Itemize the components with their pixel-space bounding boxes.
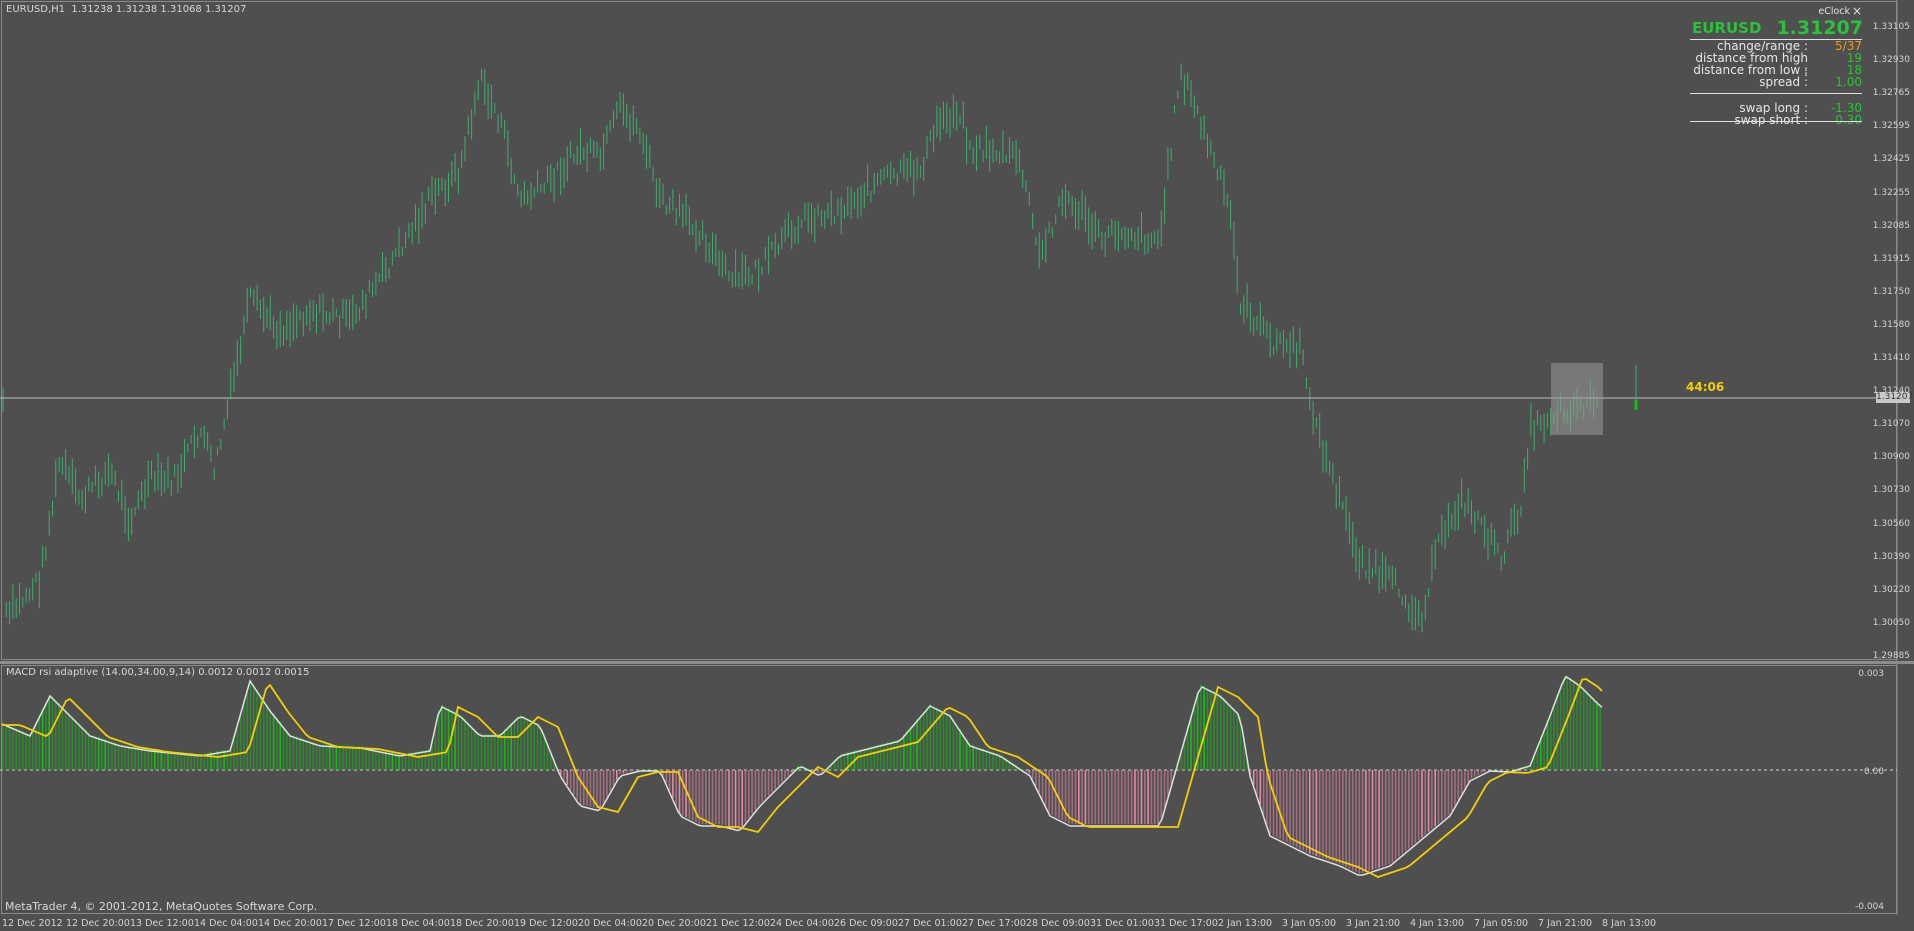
eclock-row-label: distance from low : xyxy=(1693,63,1808,77)
chart-title: EURUSD,H1 1.31238 1.31238 1.31068 1.3120… xyxy=(6,4,247,15)
time-axis-label: 24 Dec 04:00 xyxy=(770,918,834,929)
time-axis-label: 4 Jan 13:00 xyxy=(1410,918,1465,929)
highlight-box xyxy=(1551,363,1603,435)
eclock-row-label: spread : xyxy=(1759,75,1808,89)
price-axis-label: 1.31580 xyxy=(1872,319,1910,330)
price-axis-label: 1.31410 xyxy=(1872,353,1910,363)
time-axis-label: 12 Dec 2012 xyxy=(2,918,63,929)
eclock-row-value: 0.30 xyxy=(1835,113,1862,127)
time-axis-label: 19 Dec 12:00 xyxy=(514,918,578,929)
price-axis-label: 1.31070 xyxy=(1872,419,1910,430)
time-axis-label: 26 Dec 09:00 xyxy=(834,918,898,929)
price-axis-label: 1.31915 xyxy=(1872,253,1910,264)
time-axis-label: 27 Dec 01:00 xyxy=(898,918,962,929)
price-chart-canvas[interactable] xyxy=(0,0,1914,662)
close-icon[interactable]: × xyxy=(1851,4,1862,18)
time-axis-label: 31 Dec 01:00 xyxy=(1090,918,1154,929)
eclock-row-value: 5/37 xyxy=(1835,39,1862,53)
price-axis-label: 1.32255 xyxy=(1872,187,1910,198)
price-axis-label: 1.30050 xyxy=(1872,617,1910,628)
eclock-divider xyxy=(1690,121,1862,122)
time-axis-label: 3 Jan 21:00 xyxy=(1346,918,1401,929)
time-axis-label: 27 Dec 17:00 xyxy=(962,918,1026,929)
price-axis-label: 1.31240 xyxy=(1872,386,1910,397)
time-axis-label: 17 Dec 12:00 xyxy=(322,918,386,929)
signal-line xyxy=(2,678,1603,878)
time-axis-label: 14 Dec 04:00 xyxy=(194,918,258,929)
price-axis-label: 1.32765 xyxy=(1872,88,1910,99)
eclock-row-label: change/range : xyxy=(1717,39,1808,53)
price-axis-label: 1.32085 xyxy=(1872,220,1910,231)
macd-line xyxy=(1,675,1603,877)
price-axis-label: 1.29885 xyxy=(1872,650,1910,661)
time-axis-label: 13 Dec 12:00 xyxy=(130,918,194,929)
indicator-title: MACD rsi adaptive (14.00,34.00,9,14) 0.0… xyxy=(6,667,310,678)
price-bars xyxy=(2,63,1598,633)
time-axis-label: 21 Dec 12:00 xyxy=(706,918,770,929)
price-axis-label: 1.33105 xyxy=(1872,22,1910,32)
indicator-axis-label: -0.004 xyxy=(1854,902,1884,912)
eclock-symbol: EURUSD xyxy=(1692,19,1762,37)
price-axis-label: 1.31750 xyxy=(1872,286,1910,297)
price-axis-label: 1.30390 xyxy=(1872,551,1910,562)
price-axis-label: 1.32930 xyxy=(1872,55,1910,66)
eclock-divider xyxy=(1690,93,1862,94)
eclock-row-label: swap short : xyxy=(1734,113,1808,127)
eclock-brand: eClock xyxy=(1818,6,1850,17)
price-axis-label: 1.32595 xyxy=(1872,121,1910,132)
price-axis-label: 1.30900 xyxy=(1872,452,1910,463)
copyright-text: MetaTrader 4, © 2001-2012, MetaQuotes So… xyxy=(5,900,318,913)
time-axis-label: 18 Dec 20:00 xyxy=(450,918,514,929)
price-axis-label: 1.30220 xyxy=(1872,584,1910,595)
eclock-row-label: distance from high : xyxy=(1695,51,1808,79)
pane-separator[interactable] xyxy=(0,661,1914,664)
time-axis-label: 31 Dec 17:00 xyxy=(1154,918,1218,929)
current-price-tag: 1.31207 xyxy=(1876,392,1914,403)
indicator-axis-label: 0.003 xyxy=(1858,669,1884,679)
indicator-axis-label: 0.00 xyxy=(1863,767,1884,777)
time-axis-label: 20 Dec 20:00 xyxy=(642,918,706,929)
price-chart-pane[interactable] xyxy=(0,0,1914,662)
indicator-canvas[interactable] xyxy=(0,664,1914,915)
time-axis-label: 2 Jan 13:00 xyxy=(1218,918,1273,929)
time-axis-label: 12 Dec 20:00 xyxy=(66,918,130,929)
eclock-row-value: 1.00 xyxy=(1835,75,1862,89)
eclock-row-label: swap long : xyxy=(1739,101,1808,115)
eclock-bid-price: 1.31207 xyxy=(1776,17,1863,39)
time-axis-label: 7 Jan 21:00 xyxy=(1538,918,1593,929)
time-axis-label: 7 Jan 05:00 xyxy=(1474,918,1529,929)
eclock-row-value: 18 xyxy=(1846,63,1862,77)
price-axis-label: 1.32425 xyxy=(1872,154,1910,165)
bar-countdown: 44:06 xyxy=(1686,380,1725,394)
eclock-divider xyxy=(1690,39,1862,40)
time-axis-label: 28 Dec 09:00 xyxy=(1026,918,1090,929)
time-axis-label: 3 Jan 05:00 xyxy=(1282,918,1337,929)
eclock-row-value: -1.30 xyxy=(1830,101,1862,115)
eclock-row-value: 19 xyxy=(1846,51,1862,65)
indicator-pane[interactable] xyxy=(0,664,1914,915)
price-axis-label: 1.30730 xyxy=(1872,485,1910,496)
time-axis-label: 20 Dec 04:00 xyxy=(578,918,642,929)
time-axis-label: 8 Jan 13:00 xyxy=(1602,918,1657,929)
time-axis-label: 14 Dec 20:00 xyxy=(258,918,322,929)
time-axis-label: 18 Dec 04:00 xyxy=(386,918,450,929)
price-axis-label: 1.30560 xyxy=(1872,518,1910,529)
macd-histogram xyxy=(2,675,1601,874)
